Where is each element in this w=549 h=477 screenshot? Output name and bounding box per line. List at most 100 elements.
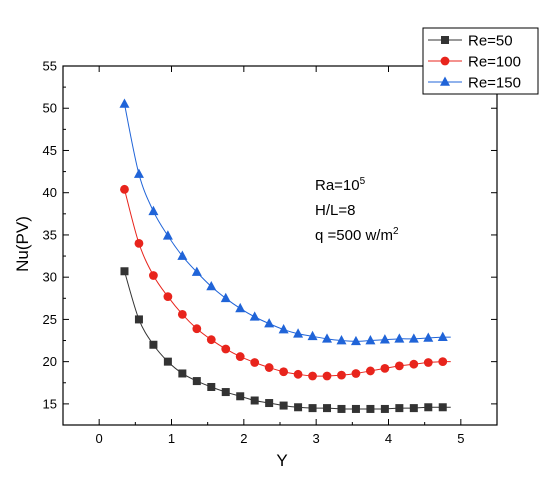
x-tick-label: 5 (457, 431, 464, 446)
data-point (365, 335, 376, 345)
y-tick-label: 35 (43, 227, 57, 242)
y-tick-label: 30 (43, 270, 57, 285)
data-point (336, 335, 347, 345)
data-point (265, 399, 274, 408)
legend-label: Re=100 (468, 54, 521, 71)
data-point (134, 315, 143, 324)
data-point (235, 352, 245, 361)
y-tick-label: 15 (43, 396, 57, 411)
x-tick-label: 0 (96, 431, 103, 446)
data-point (163, 292, 173, 302)
data-point (192, 324, 202, 334)
data-point (133, 168, 144, 178)
data-point (206, 335, 216, 345)
data-point (307, 330, 318, 341)
y-axis-label: Nu(PV) (13, 216, 32, 272)
data-point (191, 266, 202, 276)
data-point (119, 98, 130, 108)
y-tick-label: 45 (43, 143, 57, 158)
series-1 (120, 267, 451, 413)
legend-marker (440, 76, 450, 86)
data-point (264, 318, 275, 328)
series-line (123, 189, 443, 377)
data-point (423, 332, 434, 342)
annotation-line: H/L=8 (315, 202, 355, 219)
data-point (235, 302, 246, 313)
data-point (279, 367, 289, 377)
data-point (221, 344, 231, 354)
series-2 (120, 184, 451, 381)
data-point (380, 404, 389, 413)
data-point (322, 371, 332, 381)
legend-label: Re=150 (468, 75, 521, 92)
data-point (120, 184, 129, 194)
data-point (380, 364, 390, 373)
data-point (236, 392, 245, 401)
legend-marker (441, 36, 449, 44)
data-point (278, 324, 289, 334)
data-point (409, 404, 418, 413)
series-group (119, 98, 451, 413)
data-point (149, 271, 158, 280)
annotation: Ra=105 H/L=8 q =500 w/m2 (315, 176, 399, 244)
data-point (294, 403, 303, 412)
data-point (351, 369, 361, 378)
data-point (438, 357, 448, 367)
data-point (337, 370, 346, 380)
data-point (293, 328, 304, 338)
data-point (148, 205, 159, 216)
y-tick-label: 40 (43, 185, 57, 200)
data-point (366, 404, 375, 413)
data-point (250, 396, 259, 405)
legend-label: Re=50 (468, 33, 513, 50)
legend-entry: Re=100 (428, 54, 521, 71)
data-point (394, 361, 404, 371)
data-point (293, 369, 303, 379)
data-point (264, 363, 274, 372)
data-point (351, 404, 360, 413)
annotation-line: Ra=105 (315, 176, 366, 194)
y-tick-label: 55 (43, 59, 57, 74)
legend: Re=50 Re=100 Re=150 (422, 27, 539, 95)
data-point (438, 403, 447, 412)
y-tick-label: 25 (43, 312, 57, 327)
data-point (206, 280, 217, 291)
data-point (134, 238, 144, 248)
data-point (409, 359, 419, 369)
data-point (249, 311, 260, 321)
data-point (220, 292, 231, 303)
data-point (250, 358, 260, 367)
data-point (424, 403, 433, 412)
data-point (322, 333, 333, 343)
y-tick-label: 50 (43, 101, 57, 116)
data-point (337, 404, 346, 413)
annotation-line: q =500 w/m2 (315, 226, 399, 244)
data-point (366, 366, 375, 376)
x-tick-label: 1 (168, 431, 175, 446)
data-point (207, 382, 216, 391)
x-tick-label: 2 (240, 431, 247, 446)
data-point (379, 334, 390, 344)
data-point (308, 371, 317, 381)
x-tick-label: 4 (385, 431, 392, 446)
legend-marker (440, 56, 450, 66)
data-point (149, 340, 158, 349)
data-point (437, 331, 448, 341)
data-point (162, 230, 173, 240)
data-point (163, 357, 172, 366)
data-point (394, 333, 405, 343)
legend-entry: Re=50 (428, 33, 513, 50)
data-point (178, 369, 187, 378)
data-point (120, 267, 129, 276)
legend-entry: Re=150 (428, 75, 521, 92)
data-point (177, 309, 187, 319)
data-point (350, 335, 361, 346)
data-point (395, 404, 404, 413)
data-point (177, 250, 188, 260)
data-point (308, 404, 317, 413)
data-point (323, 404, 332, 413)
x-tick-label: 3 (313, 431, 320, 446)
